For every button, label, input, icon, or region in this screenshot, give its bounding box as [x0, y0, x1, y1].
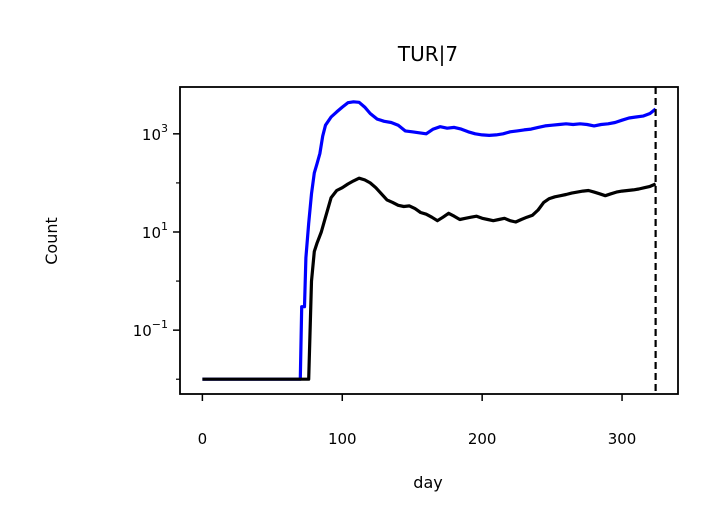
y-tick-label: 10−1	[133, 318, 168, 340]
y-axis-label: Count	[42, 217, 61, 265]
series-line-2	[202, 176, 657, 381]
series-group	[202, 100, 657, 381]
x-tick-label: 300	[608, 430, 637, 448]
y-axis: 10−1 101 103	[133, 122, 180, 380]
x-axis-label: day	[413, 473, 442, 492]
series-line-1	[202, 100, 657, 381]
y-tick-label: 101	[142, 220, 168, 242]
chart-title: TUR|7	[397, 42, 458, 66]
y-tick-label: 103	[142, 122, 168, 144]
plot-frame	[179, 86, 679, 395]
x-axis: 0 100 200 300	[198, 394, 637, 448]
x-tick-label: 100	[328, 430, 357, 448]
x-tick-label: 200	[468, 430, 497, 448]
plot-area	[179, 86, 679, 395]
x-tick-label: 0	[198, 430, 208, 448]
